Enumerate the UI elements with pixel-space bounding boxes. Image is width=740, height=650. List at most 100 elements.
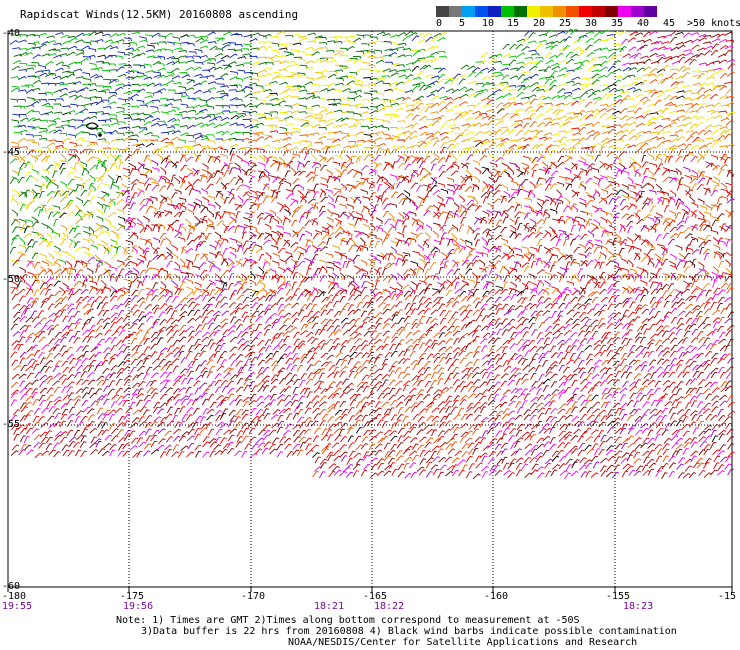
wind-barb <box>655 212 663 219</box>
wind-barb <box>576 344 584 351</box>
wind-barb <box>593 175 601 183</box>
wind-barb <box>668 104 677 107</box>
wind-barb <box>503 275 510 283</box>
wind-barb <box>257 175 265 182</box>
wind-barb <box>278 177 287 184</box>
wind-barb <box>531 169 537 178</box>
wind-barb <box>285 289 293 296</box>
wind-barb <box>354 83 363 88</box>
wind-barb <box>405 104 415 108</box>
wind-barb <box>215 301 222 309</box>
wind-barb <box>220 318 229 324</box>
wind-barb <box>718 331 726 339</box>
wind-barb <box>47 267 54 276</box>
wind-barb <box>556 289 563 297</box>
wind-barb <box>486 231 493 240</box>
wind-barb <box>67 273 73 281</box>
wind-barb <box>438 31 447 38</box>
wind-barb <box>720 182 728 190</box>
wind-barb <box>222 64 231 68</box>
wind-barb <box>360 321 367 329</box>
wind-barb <box>55 144 64 148</box>
wind-barb <box>675 31 684 36</box>
wind-barb <box>397 132 407 136</box>
wind-barb <box>445 77 455 81</box>
wind-barb <box>307 336 315 343</box>
wind-barb <box>524 56 534 60</box>
wind-barb <box>696 315 703 323</box>
wind-barb <box>332 366 340 374</box>
wind-barb <box>426 82 436 87</box>
wind-barb <box>542 96 551 101</box>
wind-barb <box>150 139 159 143</box>
wind-barb <box>422 196 429 204</box>
wind-barb <box>96 149 105 154</box>
wind-barb <box>102 367 110 375</box>
wind-barb <box>656 296 664 304</box>
wind-barb <box>373 291 382 298</box>
wind-barb <box>535 310 544 316</box>
wind-barb <box>249 55 258 59</box>
wind-barb <box>186 232 193 240</box>
wind-barb <box>237 224 245 230</box>
wind-barb <box>88 316 95 324</box>
wind-barb <box>537 245 543 253</box>
wind-barb <box>453 268 461 276</box>
wind-barb <box>634 32 644 37</box>
wind-barb <box>61 40 71 45</box>
wind-barb <box>531 353 539 360</box>
wind-barb <box>500 169 508 176</box>
wind-barb <box>668 121 677 126</box>
wind-barb <box>174 147 183 151</box>
wind-barb <box>61 350 69 358</box>
wind-barb <box>174 176 181 185</box>
wind-barb <box>338 308 346 316</box>
wind-barb <box>473 281 481 289</box>
wind-barb <box>480 295 488 302</box>
wind-barb <box>563 36 572 43</box>
wind-barb <box>662 290 669 298</box>
wind-barb <box>422 184 431 190</box>
wind-barb <box>675 80 685 86</box>
wind-barb <box>195 274 203 280</box>
wind-barb <box>472 122 482 127</box>
wind-barb <box>335 220 343 227</box>
wind-barb <box>46 352 53 360</box>
wind-barb <box>173 351 181 358</box>
wind-barb <box>670 30 679 36</box>
wind-barb <box>502 216 509 224</box>
wind-barb <box>430 80 439 85</box>
wind-barb <box>642 139 652 144</box>
wind-barb <box>265 93 274 99</box>
wind-barb <box>698 241 706 248</box>
wind-barb <box>68 253 76 261</box>
wind-barb <box>703 211 712 217</box>
wind-barb <box>629 301 636 309</box>
wind-barb <box>510 180 519 186</box>
wind-barb <box>370 330 378 337</box>
wind-barb <box>677 53 686 58</box>
wind-barb <box>493 247 501 252</box>
wind-barb <box>188 301 196 308</box>
wind-barb <box>453 73 461 80</box>
wind-barb <box>326 308 334 316</box>
wind-barb <box>459 309 468 316</box>
wind-barb <box>355 344 363 351</box>
wind-barb <box>466 136 476 141</box>
wind-barb <box>229 122 239 126</box>
wind-barb <box>720 282 728 289</box>
wind-barb <box>117 216 126 222</box>
wind-barb <box>543 297 551 304</box>
wind-barb <box>90 300 97 308</box>
wind-barb <box>103 322 110 330</box>
wind-barb <box>527 366 536 373</box>
wind-barb <box>241 304 250 310</box>
wind-barb <box>584 344 593 351</box>
wind-barb <box>193 204 199 212</box>
wind-barb <box>354 338 362 345</box>
wind-barb <box>291 353 299 361</box>
wind-barb <box>284 208 291 216</box>
wind-barb <box>206 97 215 102</box>
wind-barb <box>185 325 194 332</box>
wind-barb <box>662 130 671 135</box>
